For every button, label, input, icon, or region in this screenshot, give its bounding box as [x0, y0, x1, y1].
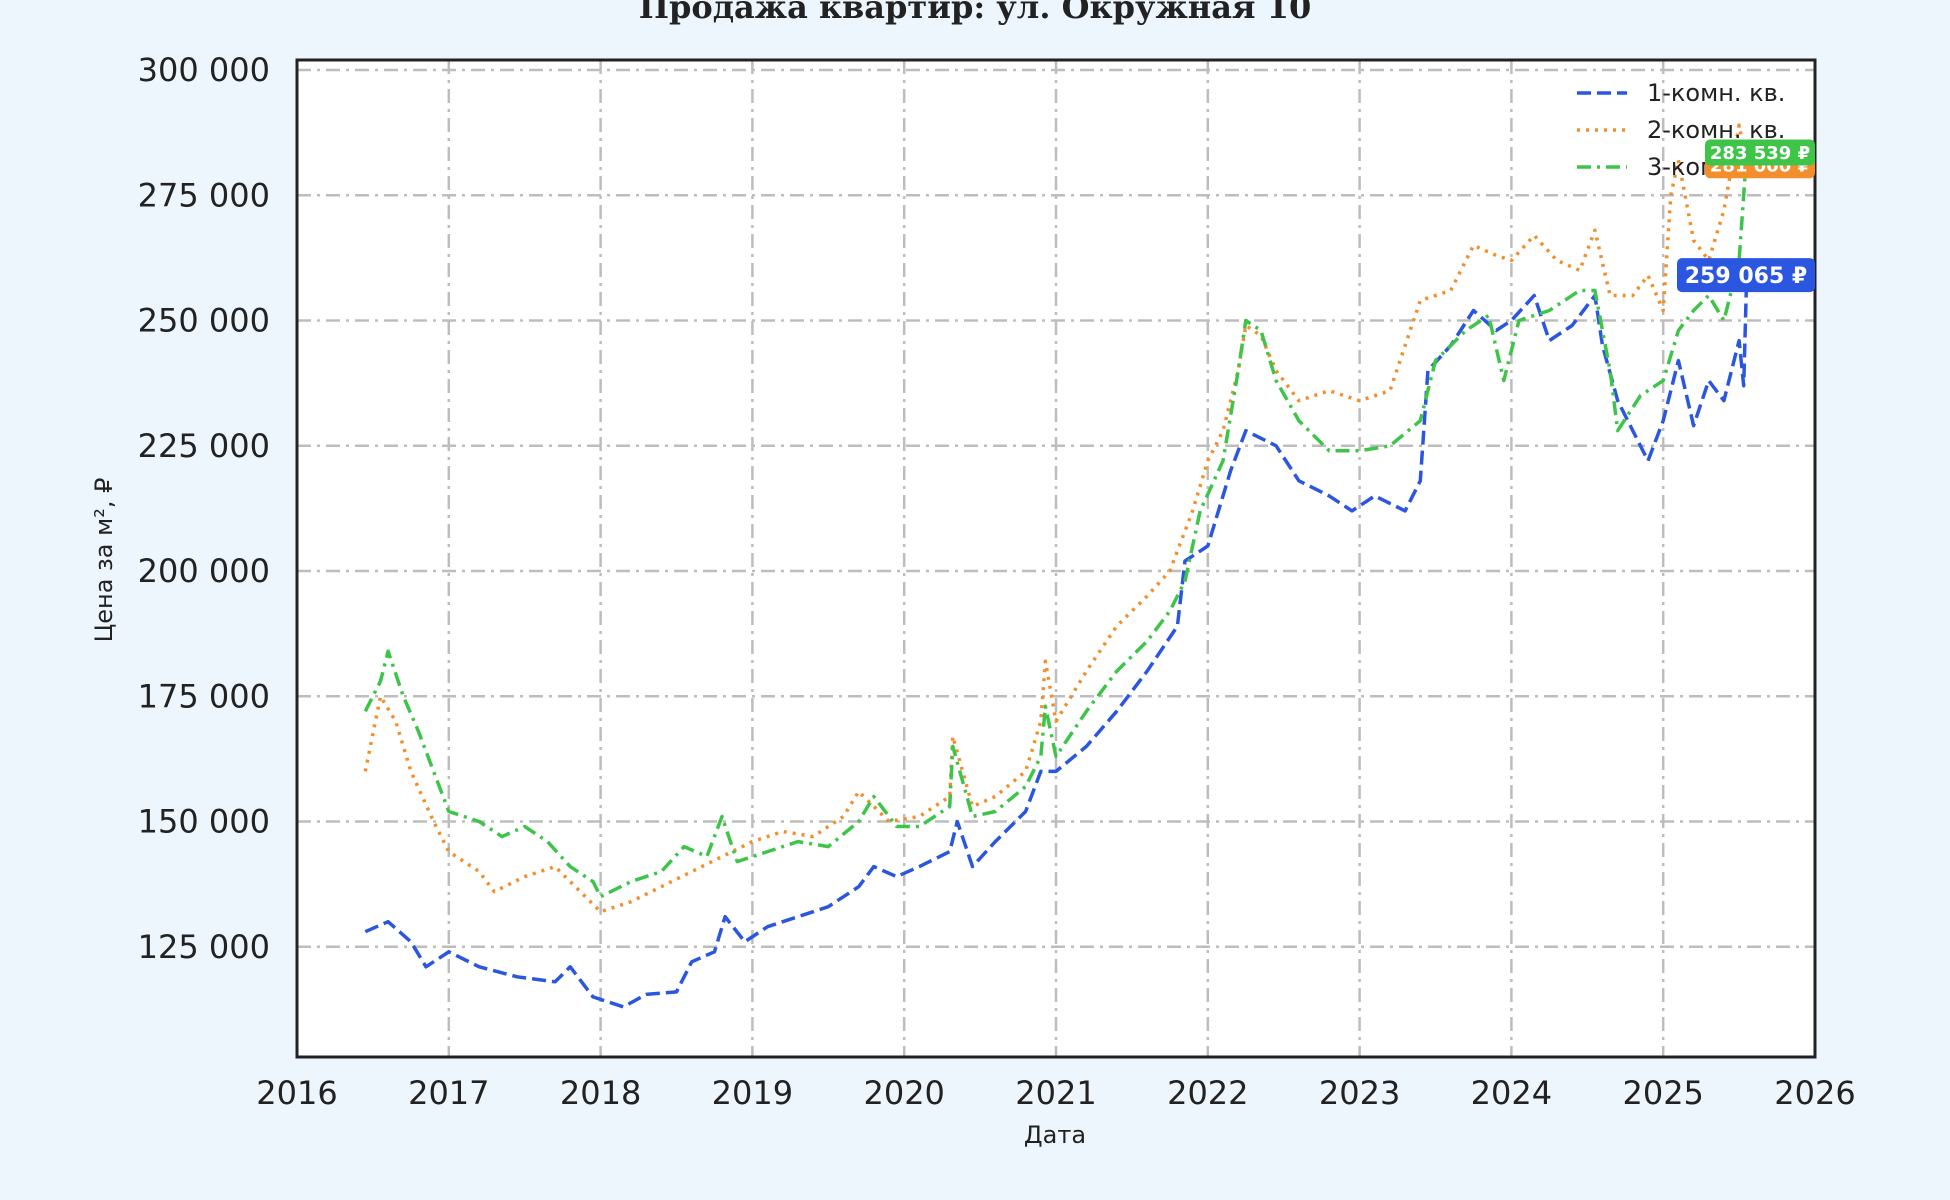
- last-value-badge-1: [1677, 258, 1815, 293]
- legend-label-1: 1-комн. кв.: [1647, 79, 1785, 107]
- series-line-3: [363, 152, 1749, 899]
- y-tick-label: 300 000: [138, 51, 270, 89]
- y-axis-ticks: 125 000 150 000 175 000 200 000 225 000 250 0…: [138, 51, 270, 966]
- y-tick-label: 175 000: [138, 677, 270, 715]
- last-value-badge-3: [1705, 139, 1815, 166]
- grid: [297, 60, 1815, 1057]
- x-tick-label: 2022: [1167, 1074, 1248, 1112]
- y-tick-label: 225 000: [138, 427, 270, 465]
- y-axis-title: Цена за м², ₽: [90, 478, 118, 643]
- series-line-2: [363, 123, 1749, 914]
- y-tick-label: 275 000: [138, 176, 270, 214]
- series-line-1: [364, 275, 1749, 1009]
- x-tick-label: 2024: [1471, 1074, 1552, 1112]
- x-tick-label: 2025: [1622, 1074, 1703, 1112]
- x-axis-ticks: 2016 2017 2018 2019 2020 2021 2022 2023 2024 2025…: [256, 1074, 1855, 1112]
- x-axis-title: Дата: [1024, 1121, 1086, 1149]
- x-tick-label: 2018: [560, 1074, 641, 1112]
- y-tick-label: 125 000: [138, 928, 270, 966]
- x-tick-label: 2016: [256, 1074, 337, 1112]
- x-tick-label: 2026: [1774, 1074, 1855, 1112]
- y-tick-label: 250 000: [138, 302, 270, 340]
- series-layer: [363, 123, 1749, 1009]
- legend: 1-комн. кв.2-комн. кв.3-комн. кв.: [1577, 79, 1785, 181]
- x-tick-label: 2021: [1015, 1074, 1096, 1112]
- last-value-badges: 281 000 ₽283 539 ₽259 065 ₽: [1677, 139, 1815, 293]
- x-tick-label: 2020: [863, 1074, 944, 1112]
- plot-frame: [295, 58, 1817, 1059]
- x-tick-label: 2017: [408, 1074, 489, 1112]
- last-value-label-3: 283 539 ₽: [1710, 143, 1810, 164]
- legend-label-2: 2-комн. кв.: [1647, 116, 1785, 144]
- x-tick-label: 2019: [712, 1074, 793, 1112]
- y-tick-label: 150 000: [138, 803, 270, 841]
- last-value-label-1: 259 065 ₽: [1685, 264, 1807, 289]
- y-tick-label: 200 000: [138, 552, 270, 590]
- x-tick-label: 2023: [1319, 1074, 1400, 1112]
- chart-title: Продажа квартир: ул. Окружная 10: [639, 0, 1311, 26]
